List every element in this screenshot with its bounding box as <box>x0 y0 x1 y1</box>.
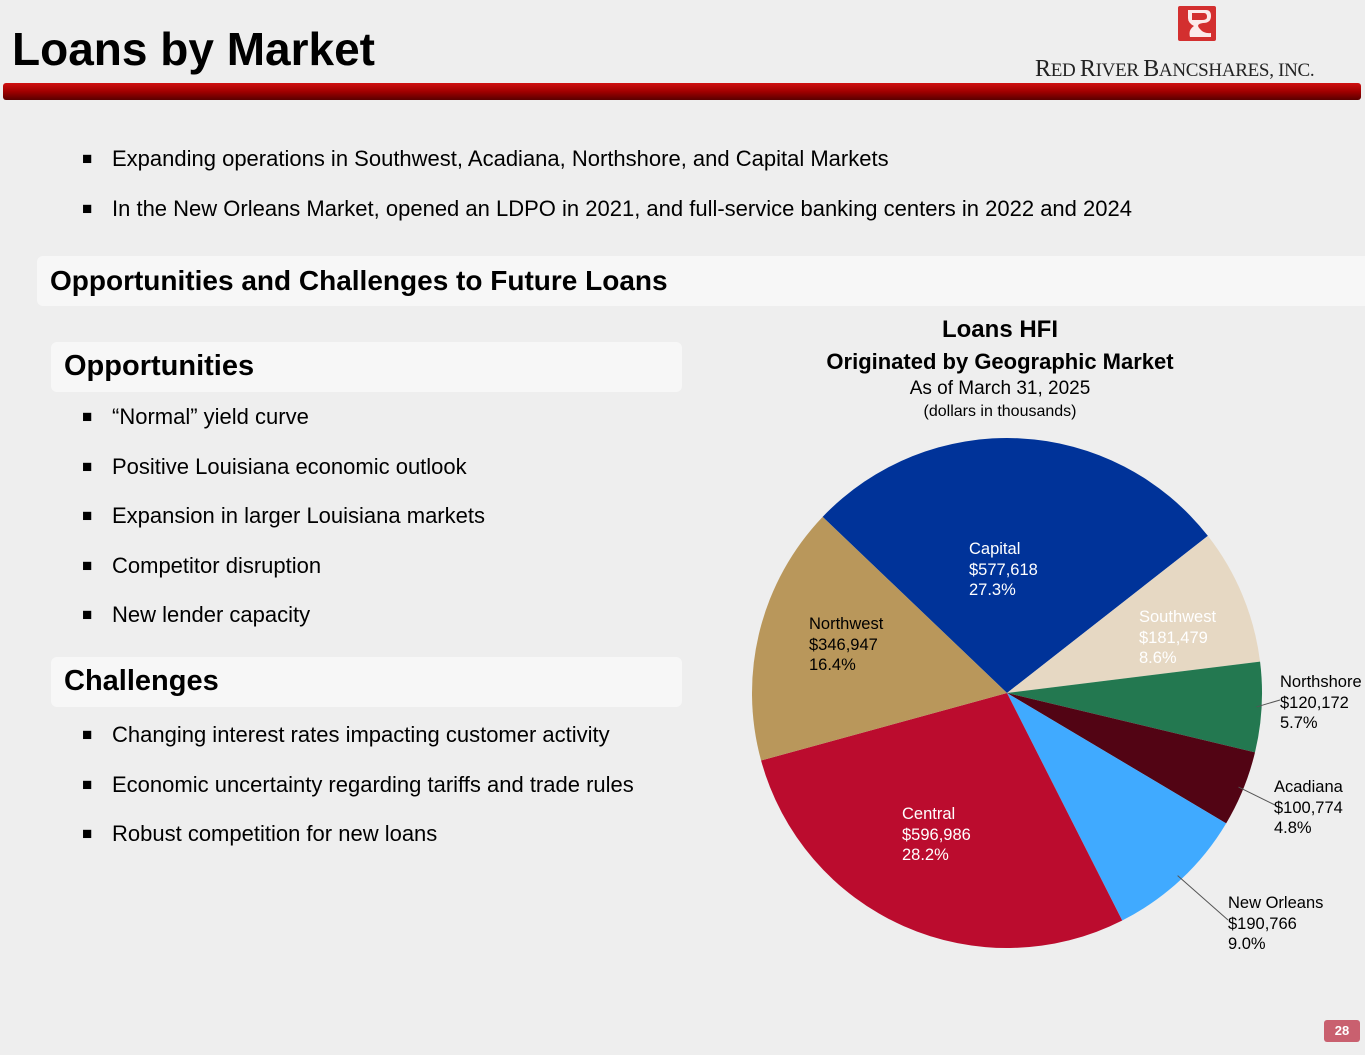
list-item: Expanding operations in Southwest, Acadi… <box>82 146 1132 196</box>
label-value-label: $120,172 <box>1280 693 1349 712</box>
leader-line <box>1238 786 1276 806</box>
data-label: Southwest $181,479 8.6% <box>1139 607 1216 669</box>
list-item: Expansion in larger Louisiana markets <box>82 503 485 553</box>
label-value-label: $577,618 <box>969 560 1038 579</box>
label-pct-label: 9.0% <box>1228 935 1266 953</box>
section-header: Opportunities and Challenges to Future L… <box>37 256 1365 306</box>
opportunities-list: “Normal” yield curve Positive Louisiana … <box>82 404 485 652</box>
label-name: Central <box>902 805 956 823</box>
label-pct-label: 8.6% <box>1139 649 1177 667</box>
intro-bullets: Expanding operations in Southwest, Acadi… <box>82 146 1132 245</box>
data-label: Acadiana $100,774 4.8% <box>1274 777 1343 839</box>
list-item: Robust competition for new loans <box>82 821 634 871</box>
pie-slice-northwest <box>752 516 1007 761</box>
chart-date: As of March 31, 2025 <box>909 378 1091 399</box>
data-label: Capital $577,618 27.3% <box>969 539 1038 601</box>
pie-slice-northshore <box>1007 661 1262 753</box>
page-number: 28 <box>1324 1020 1360 1042</box>
pie-slice-southwest <box>1007 535 1261 693</box>
data-label: Central $596,986 28.2% <box>902 804 971 866</box>
label-pct-label: 4.8% <box>1274 819 1312 837</box>
list-item: In the New Orleans Market, opened an LDP… <box>82 196 1132 246</box>
list-item: Economic uncertainty regarding tariffs a… <box>82 772 634 822</box>
leader-line <box>1256 699 1281 708</box>
label-pct-label: 5.7% <box>1280 714 1318 732</box>
list-item: Competitor disruption <box>82 553 485 603</box>
label-value-label: $190,766 <box>1228 914 1297 933</box>
list-item: Positive Louisiana economic outlook <box>82 454 485 504</box>
label-value-label: $100,774 <box>1274 798 1343 817</box>
challenges-list: Changing interest rates impacting custom… <box>82 722 634 871</box>
data-label: New Orleans $190,766 9.0% <box>1228 893 1323 955</box>
chart-title: Loans HFI <box>941 316 1058 343</box>
pie-slice-capital <box>822 437 1208 693</box>
label-pct-label: 28.2% <box>902 846 949 864</box>
chart-units: (dollars in thousands) <box>923 403 1077 420</box>
opportunities-header: Opportunities <box>51 342 682 392</box>
data-label: Northshore $120,172 5.7% <box>1280 672 1362 734</box>
pie-slice-acadiana <box>1007 693 1255 824</box>
label-pct-label: 27.3% <box>969 581 1016 599</box>
label-name: Northshore <box>1280 673 1362 691</box>
list-item: “Normal” yield curve <box>82 404 485 454</box>
list-item: New lender capacity <box>82 602 485 652</box>
list-item: Changing interest rates impacting custom… <box>82 722 634 772</box>
page-title: Loans by Market <box>12 23 375 75</box>
challenges-header: Challenges <box>51 657 682 707</box>
label-name: Acadiana <box>1274 778 1343 796</box>
label-pct-label: 16.4% <box>809 656 856 674</box>
label-value-label: $346,947 <box>809 635 878 654</box>
label-name: Capital <box>969 540 1021 558</box>
chart-subtitle: Originated by Geographic Market <box>826 349 1174 374</box>
red-river-logo-icon <box>1178 6 1216 41</box>
leader-line <box>1177 875 1229 921</box>
label-name: New Orleans <box>1228 894 1324 912</box>
label-name: Southwest <box>1139 608 1217 626</box>
header-divider-bar <box>3 83 1361 100</box>
label-value-label: $596,986 <box>902 825 971 844</box>
label-value-label: $181,479 <box>1139 628 1208 647</box>
pie-slice-central <box>761 693 1123 948</box>
pie-slice-new-orleans <box>1007 693 1227 921</box>
company-logo-text: RED RIVER BANCSHARES, INC. <box>1035 56 1315 82</box>
label-name: Northwest <box>809 615 884 633</box>
data-label: Northwest $346,947 16.4% <box>809 614 883 676</box>
